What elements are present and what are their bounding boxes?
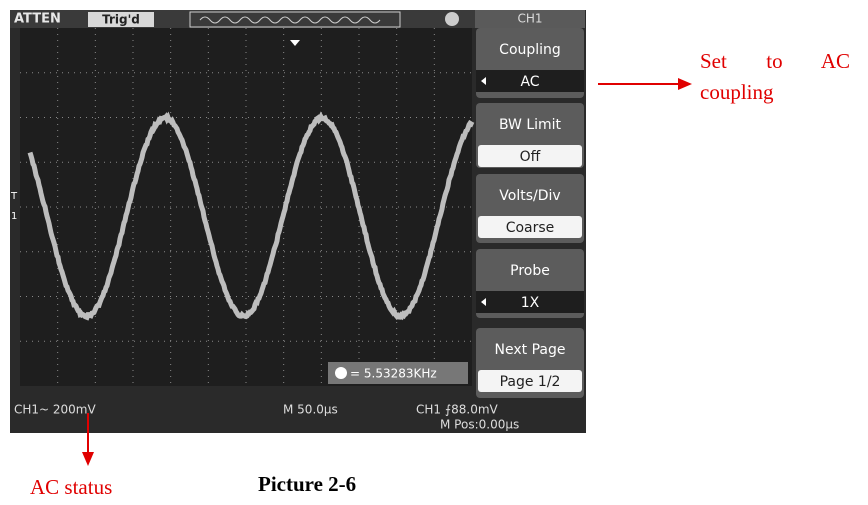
menu-title: CH1 [517,12,542,26]
menu-label: Next Page [495,342,566,358]
menu-value: Off [520,149,541,165]
trigger-marker: T [10,191,18,202]
menu-value: AC [520,74,539,90]
menu-value: Coarse [506,220,555,236]
menu-value: 1X [521,295,540,311]
channel-marker: 1 [11,211,17,222]
menu: Coupling AC BW Limit Off Volts/Div Coarse Prob… [476,28,584,398]
channel-status: CH1~ 200mV [14,403,97,417]
frequency-icon [335,367,347,379]
menu-label: BW Limit [499,117,562,133]
top-bar [10,10,480,28]
icon [445,12,459,26]
arrow-head [82,452,94,466]
menu-value: Page 1/2 [500,374,561,390]
menu-label: Probe [510,263,550,279]
arrow-head [678,78,692,90]
status-annotation: AC status [30,475,112,500]
timebase: M 50.0μs [283,403,338,417]
coupling-annotation: Set to AC coupling [700,46,850,108]
trigger-level: CH1 ⨍88.0mV [416,403,499,417]
menu-label: Coupling [499,42,561,58]
trigger-status: Trig'd [102,13,140,27]
caption: Picture 2-6 [258,472,356,497]
menu-label: Volts/Div [499,188,560,204]
position: M Pos:0.00μs [440,418,519,432]
frequency: = 5.53283KHz [350,367,437,381]
brand: ATTEN [14,12,61,27]
